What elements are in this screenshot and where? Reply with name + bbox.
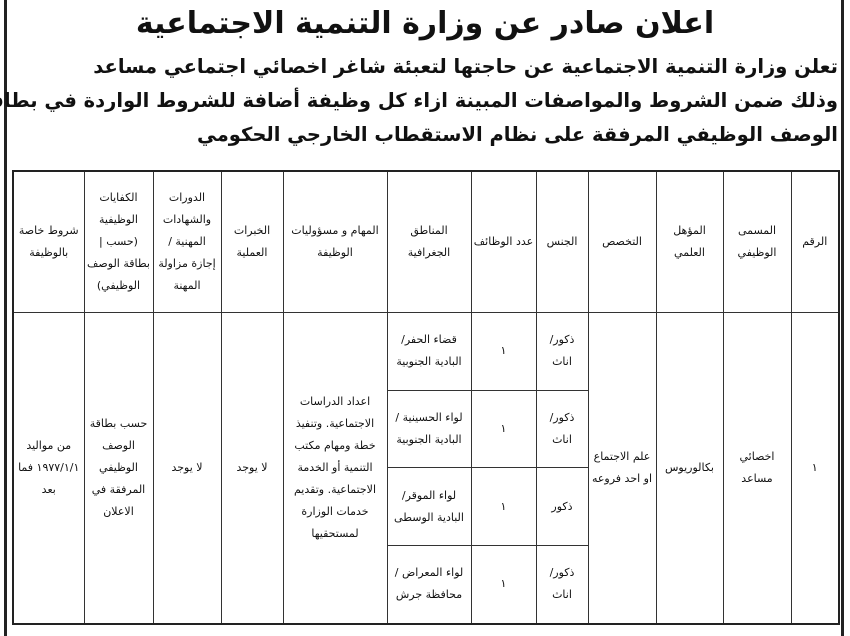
header-experience: الخبرات العملية [220,170,284,313]
cell-job-title: اخصائي مساعد [722,312,792,625]
cell-specialization: علم الاجتماع او احد فروعه [587,312,657,625]
cell-experience: لا يوجد [220,312,284,625]
announcement-intro: تعلن وزارة التنمية الاجتماعية عن حاجتها … [0,50,838,152]
intro-line: الوصف الوظيفي المرفقة على نظام الاستقطاب… [196,123,838,146]
cell-gender: ذكور/ اناث [535,312,589,391]
cell-count: ١ [470,389,537,469]
table-row: ١ اخصائي مساعد بكالوريوس علم الاجتماع او… [12,312,840,625]
cell-number: ١ [790,312,840,625]
header-competencies: الكفايات الوظيفية (حسب | بطاقة الوصف الو… [83,170,154,313]
header-number: الرقم [790,170,840,313]
header-specialization: التخصص [587,170,657,313]
cell-competencies: حسب بطاقة الوصف الوظيفي المرفقة في الاعل… [83,312,154,625]
cell-count: ١ [470,544,537,625]
header-special-conditions: شروط خاصة بالوظيفة [12,170,85,313]
table-row: ذكور/ اناث ١ لواء الحسينية /البادية الجن… [13,389,839,469]
cell-gender: ذكور/ اناث [535,389,589,469]
announcement-title: اعلان صادر عن وزارة التنمية الاجتماعية [135,6,715,41]
header-gender: الجنس [535,170,589,313]
cell-region: لواء المعراض /محافظة جرش [386,544,472,625]
intro-line: تعلن وزارة التنمية الاجتماعية عن حاجتها … [93,55,838,78]
cell-region: لواء الحسينية /البادية الجنوبية [386,389,472,469]
header-tasks: المهام و مسؤوليات الوظيفة [282,170,388,313]
header-courses: الدورات والشهادات المهنية / إجازة مزاولة… [152,170,222,313]
cell-count: ١ [470,467,537,546]
header-job-title: المسمى الوظيفي [722,170,792,313]
cell-qualification: بكالوريوس [655,312,724,625]
cell-gender: ذكور [535,467,589,546]
cell-gender: ذكور/ اناث [535,544,589,625]
header-qualification: المؤهل العلمي [655,170,724,313]
cell-special-conditions: من مواليد ١٩٧٧/١/١ فما بعد [12,312,85,625]
cell-courses: لا يوجد [152,312,222,625]
intro-line: وذلك ضمن الشروط والمواصفات المبينة ازاء … [0,89,838,112]
header-regions: المناطق الجغرافية [386,170,472,313]
cell-region: قضاء الحفر/ البادية الجنوبية [386,312,472,391]
jobs-table: الرقم المسمى الوظيفي المؤهل العلمي التخص… [12,170,840,625]
table-header-row: الرقم المسمى الوظيفي المؤهل العلمي التخص… [12,170,840,313]
cell-region: لواء الموقر/ البادية الوسطى [386,467,472,546]
table-row: ذكور ١ لواء الموقر/ البادية الوسطى [13,467,839,546]
table-row: ذكور/ اناث ١ لواء المعراض /محافظة جرش [13,544,839,625]
cell-tasks: اعداد الدراسات الاجتماعية. وتنفيذ خطة وم… [282,312,388,625]
header-count: عدد الوظائف [470,170,537,313]
cell-count: ١ [470,312,537,391]
page-frame [4,0,844,636]
